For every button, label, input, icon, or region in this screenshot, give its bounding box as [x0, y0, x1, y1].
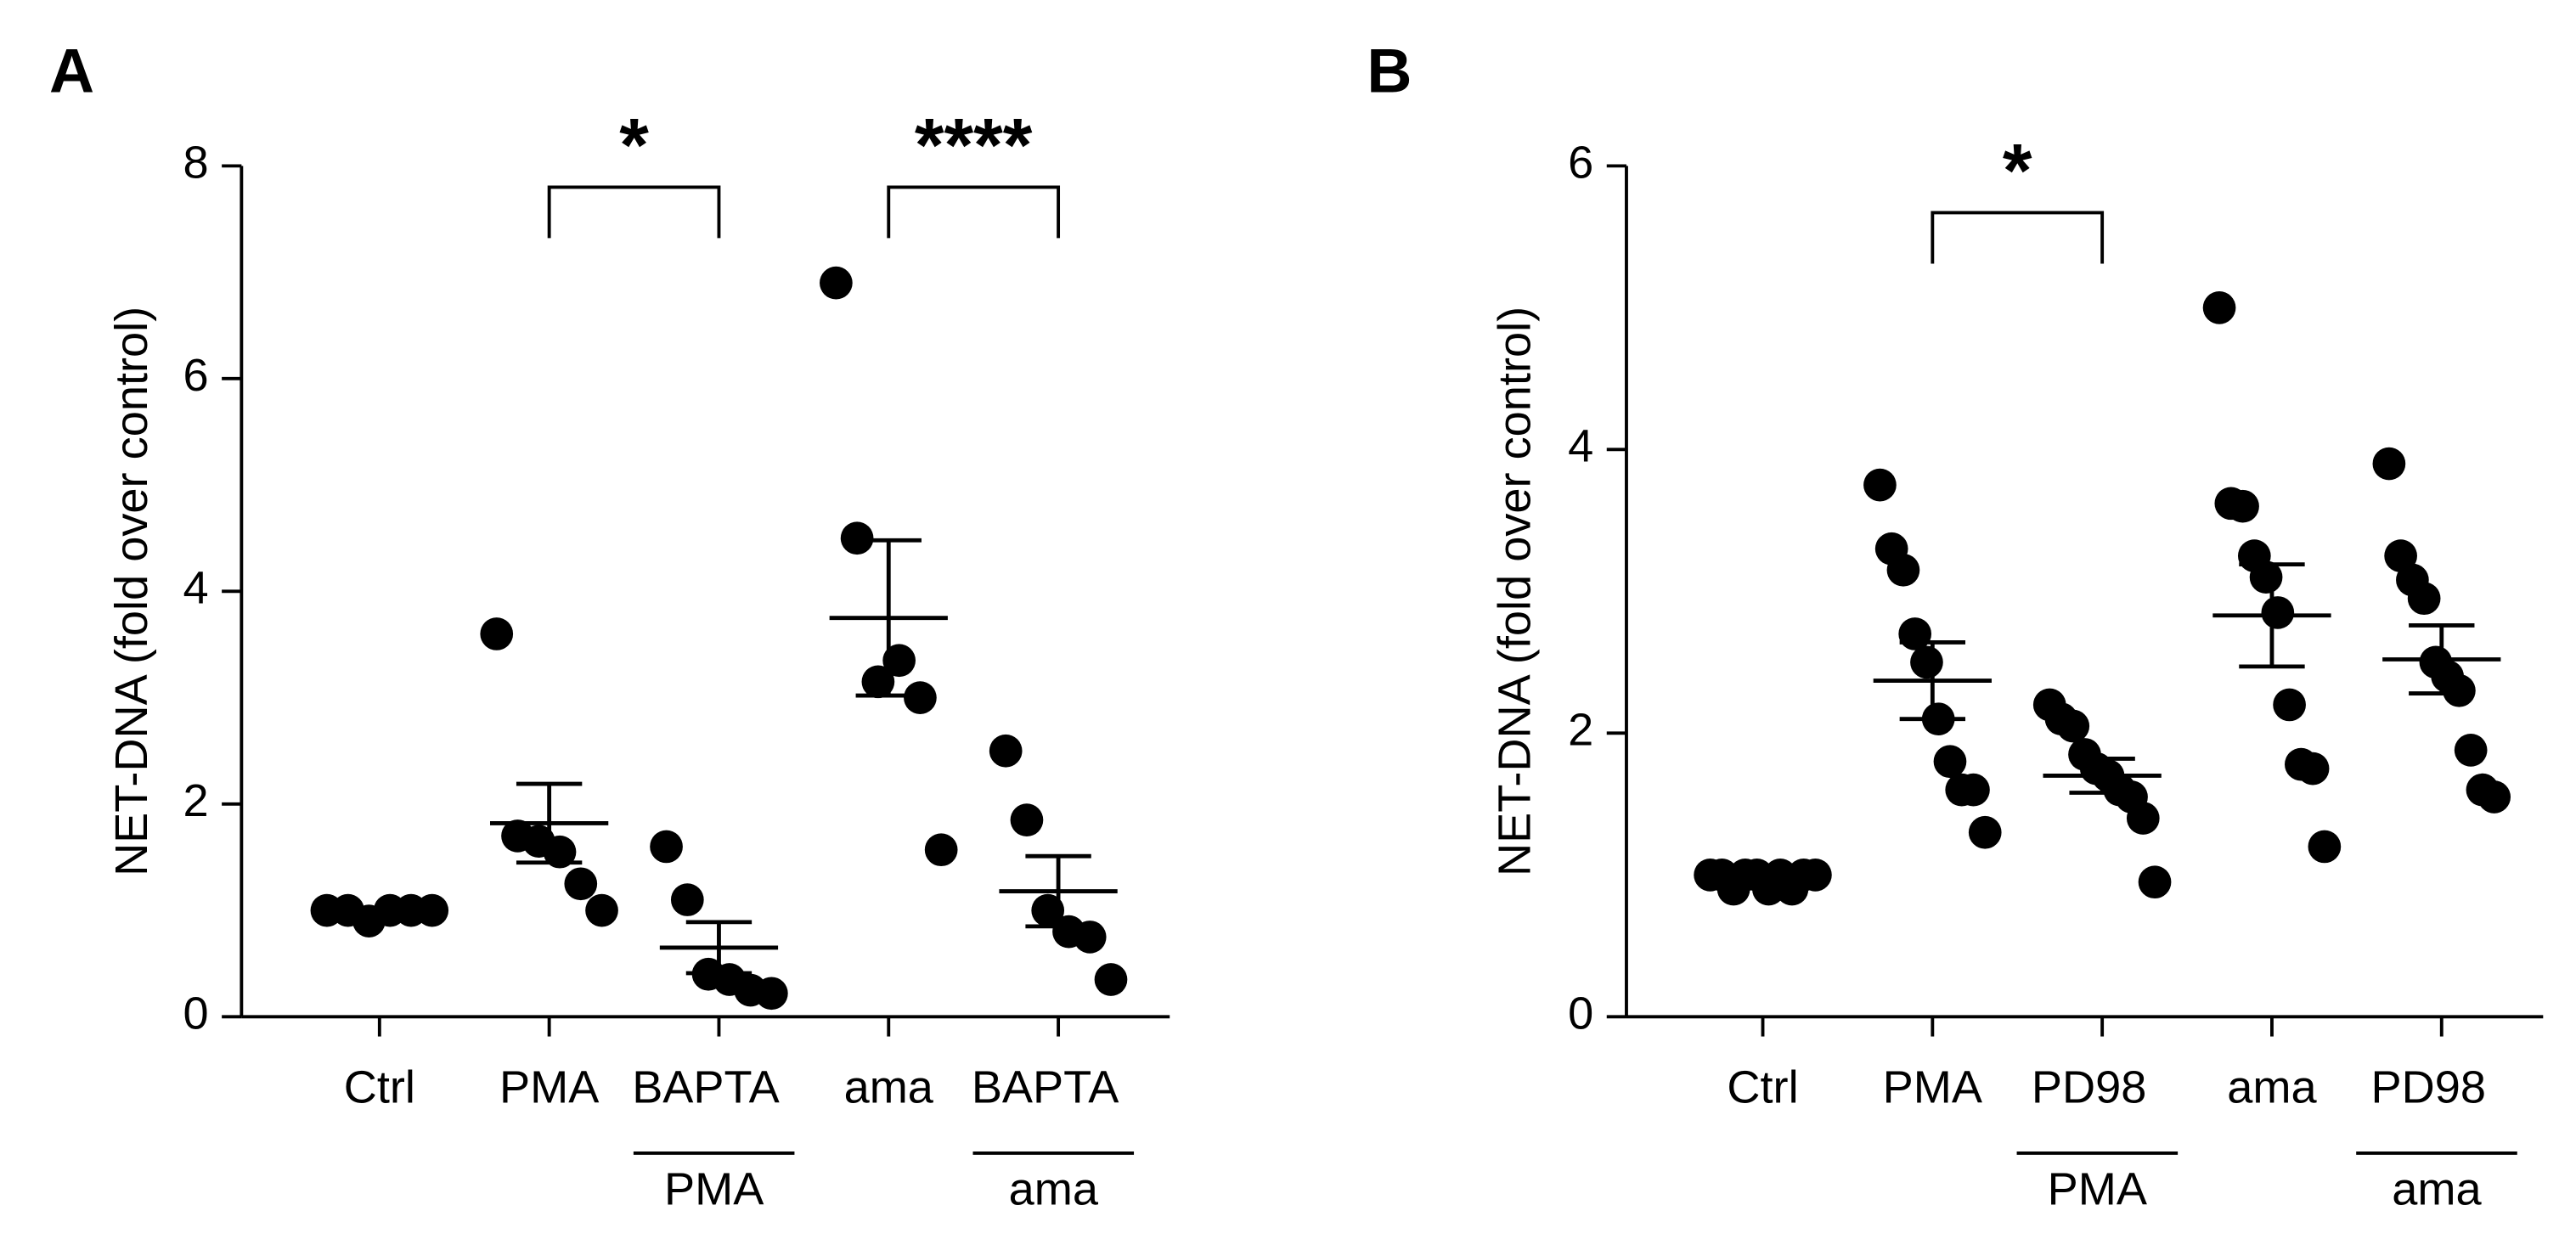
- data-point: [480, 617, 514, 650]
- y-tick-label: 4: [183, 563, 209, 614]
- data-point: [1031, 893, 1065, 927]
- x-tick-label: PD98: [2032, 1062, 2146, 1113]
- significance-bracket: [887, 185, 1061, 239]
- group-label: ama: [1009, 1164, 1099, 1215]
- data-point: [1094, 963, 1128, 996]
- data-point: [904, 681, 937, 714]
- data-point: [2454, 734, 2488, 767]
- y-tick-label: 2: [1568, 705, 1593, 756]
- significance-bracket: [547, 185, 721, 239]
- y-axis-label: NET-DNA (fold over control): [106, 307, 157, 876]
- data-point: [2202, 291, 2236, 324]
- data-point: [2443, 673, 2476, 707]
- data-point: [2249, 560, 2283, 594]
- data-point: [415, 893, 449, 927]
- data-point: [1910, 645, 1943, 679]
- data-point: [670, 883, 704, 916]
- data-point: [2296, 752, 2330, 785]
- data-point: [840, 521, 874, 555]
- significance-label: ****: [915, 102, 1033, 187]
- data-point: [1886, 553, 1920, 587]
- y-tick-label: 2: [183, 775, 209, 826]
- data-point: [1863, 468, 1897, 502]
- data-point: [1010, 803, 1044, 836]
- data-point: [2226, 489, 2259, 523]
- x-tick-label: ama: [2227, 1062, 2317, 1113]
- data-point: [2372, 447, 2406, 481]
- data-point: [543, 835, 577, 869]
- data-point: [882, 644, 916, 678]
- data-point: [924, 833, 958, 867]
- x-tick-label: BAPTA: [972, 1062, 1119, 1113]
- y-axis-label: NET-DNA (fold over control): [1490, 307, 1541, 876]
- y-tick-label: 0: [183, 988, 209, 1039]
- data-point: [989, 734, 1023, 768]
- data-point: [2477, 780, 2511, 814]
- data-point: [1933, 745, 1967, 779]
- data-point: [861, 665, 895, 699]
- significance-bracket: [1931, 211, 2105, 264]
- group-label: PMA: [664, 1164, 764, 1215]
- group-label: PMA: [2048, 1164, 2148, 1215]
- data-point: [564, 867, 598, 901]
- data-point: [2308, 830, 2342, 864]
- x-tick-label: Ctrl: [344, 1062, 415, 1113]
- data-point: [650, 830, 683, 864]
- group-label: ama: [2392, 1164, 2482, 1215]
- y-tick-label: 6: [1568, 138, 1593, 189]
- y-tick-label: 6: [183, 350, 209, 401]
- data-point: [2056, 709, 2090, 743]
- x-tick-label: Ctrl: [1727, 1062, 1798, 1113]
- data-point: [1073, 921, 1107, 954]
- data-point: [1799, 859, 1832, 892]
- data-point: [2126, 802, 2160, 835]
- data-point: [2138, 865, 2172, 899]
- data-point: [820, 266, 853, 300]
- significance-label: *: [619, 102, 649, 187]
- data-point: [755, 977, 788, 1011]
- data-point: [1898, 617, 1932, 650]
- y-tick-label: 8: [183, 138, 209, 189]
- significance-label: *: [2003, 127, 2032, 212]
- data-point: [2407, 582, 2441, 616]
- x-tick-label: PMA: [499, 1062, 600, 1113]
- x-tick-label: BAPTA: [632, 1062, 780, 1113]
- y-tick-label: 4: [1568, 421, 1593, 472]
- panel-letter: A: [49, 35, 94, 105]
- x-tick-label: PD98: [2371, 1062, 2486, 1113]
- y-tick-label: 0: [1568, 988, 1593, 1039]
- data-point: [2261, 596, 2295, 629]
- data-point: [1957, 773, 1990, 807]
- data-point: [2273, 688, 2306, 722]
- panel-letter: B: [1367, 35, 1412, 105]
- data-point: [585, 893, 618, 927]
- x-tick-label: ama: [844, 1062, 934, 1113]
- x-tick-label: PMA: [1883, 1062, 1983, 1113]
- data-point: [1968, 815, 2002, 849]
